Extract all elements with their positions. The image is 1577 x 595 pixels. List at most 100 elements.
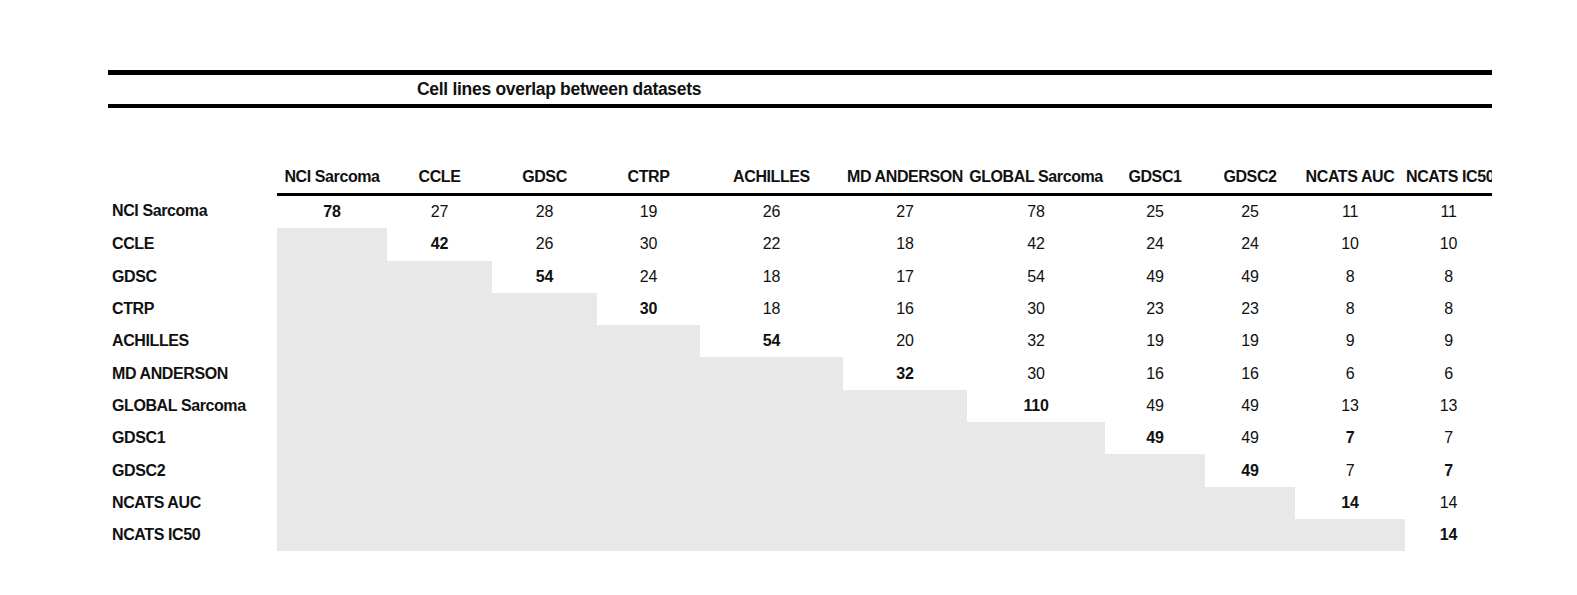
empty-lower-triangle-cell <box>1105 519 1205 551</box>
empty-lower-triangle-cell <box>387 261 492 293</box>
empty-lower-triangle-cell <box>492 487 597 519</box>
empty-lower-triangle-cell <box>843 519 967 551</box>
row-label: GDSC2 <box>108 454 277 486</box>
empty-lower-triangle-cell <box>597 519 700 551</box>
table-row: GLOBAL Sarcoma11049491313 <box>108 390 1492 422</box>
row-label: GDSC1 <box>108 422 277 454</box>
overlap-value-cell: 7 <box>1405 422 1492 454</box>
row-label: ACHILLES <box>108 325 277 357</box>
column-header: MD ANDERSON <box>843 136 967 195</box>
column-header-row: NCI SarcomaCCLEGDSCCTRPACHILLESMD ANDERS… <box>108 136 1492 195</box>
column-header: NCI Sarcoma <box>277 136 387 195</box>
overlap-value-cell: 27 <box>387 195 492 229</box>
overlap-value-cell: 30 <box>967 293 1105 325</box>
overlap-value-cell: 16 <box>1205 357 1295 389</box>
row-label: GLOBAL Sarcoma <box>108 390 277 422</box>
overlap-value-cell: 25 <box>1105 195 1205 229</box>
overlap-value-cell: 49 <box>1105 261 1205 293</box>
overlap-value-cell: 110 <box>967 390 1105 422</box>
empty-lower-triangle-cell <box>597 422 700 454</box>
overlap-value-cell: 14 <box>1295 487 1405 519</box>
overlap-value-cell: 9 <box>1295 325 1405 357</box>
empty-lower-triangle-cell <box>492 422 597 454</box>
overlap-value-cell: 78 <box>967 195 1105 229</box>
column-header: GDSC2 <box>1205 136 1295 195</box>
table-row: GDSC24977 <box>108 454 1492 486</box>
overlap-value-cell: 19 <box>597 195 700 229</box>
overlap-value-cell: 8 <box>1295 261 1405 293</box>
empty-lower-triangle-cell <box>492 293 597 325</box>
table-row: NCATS AUC 1414 <box>108 487 1492 519</box>
overlap-value-cell: 18 <box>700 293 843 325</box>
table-row: MD ANDERSON3230161666 <box>108 357 1492 389</box>
overlap-value-cell: 25 <box>1205 195 1295 229</box>
empty-lower-triangle-cell <box>700 454 843 486</box>
overlap-value-cell: 49 <box>1105 422 1205 454</box>
overlap-value-cell: 19 <box>1205 325 1295 357</box>
overlap-value-cell: 32 <box>843 357 967 389</box>
overlap-value-cell: 18 <box>700 261 843 293</box>
empty-lower-triangle-cell <box>387 357 492 389</box>
empty-lower-triangle-cell <box>277 228 387 260</box>
overlap-value-cell: 22 <box>700 228 843 260</box>
overlap-value-cell: 11 <box>1295 195 1405 229</box>
empty-lower-triangle-cell <box>277 487 387 519</box>
empty-lower-triangle-cell <box>387 390 492 422</box>
overlap-value-cell: 8 <box>1405 293 1492 325</box>
overlap-value-cell: 42 <box>967 228 1105 260</box>
empty-lower-triangle-cell <box>387 519 492 551</box>
empty-lower-triangle-cell <box>967 519 1105 551</box>
empty-lower-triangle-cell <box>700 390 843 422</box>
empty-lower-triangle-cell <box>843 422 967 454</box>
empty-lower-triangle-cell <box>277 261 387 293</box>
table-row: NCI Sarcoma7827281926277825251111 <box>108 195 1492 229</box>
column-header: ACHILLES <box>700 136 843 195</box>
row-label: NCATS AUC <box>108 487 277 519</box>
overlap-value-cell: 26 <box>492 228 597 260</box>
empty-lower-triangle-cell <box>387 325 492 357</box>
overlap-value-cell: 16 <box>843 293 967 325</box>
column-header: CTRP <box>597 136 700 195</box>
empty-lower-triangle-cell <box>387 293 492 325</box>
overlap-value-cell: 49 <box>1205 422 1295 454</box>
overlap-value-cell: 78 <box>277 195 387 229</box>
overlap-value-cell: 8 <box>1405 261 1492 293</box>
empty-lower-triangle-cell <box>843 487 967 519</box>
empty-lower-triangle-cell <box>277 325 387 357</box>
overlap-value-cell: 24 <box>597 261 700 293</box>
overlap-value-cell: 23 <box>1205 293 1295 325</box>
empty-lower-triangle-cell <box>843 390 967 422</box>
row-label: NCATS IC50 <box>108 519 277 551</box>
column-header: GDSC <box>492 136 597 195</box>
empty-lower-triangle-cell <box>700 487 843 519</box>
empty-lower-triangle-cell <box>700 519 843 551</box>
document-page: Cell lines overlap between datasets NCI … <box>0 0 1577 595</box>
overlap-value-cell: 49 <box>1205 261 1295 293</box>
table-row: NCATS IC5014 <box>108 519 1492 551</box>
overlap-value-cell: 11 <box>1405 195 1492 229</box>
overlap-value-cell: 49 <box>1205 390 1295 422</box>
overlap-value-cell: 7 <box>1295 422 1405 454</box>
empty-lower-triangle-cell <box>492 390 597 422</box>
overlap-value-cell: 10 <box>1405 228 1492 260</box>
empty-lower-triangle-cell <box>843 454 967 486</box>
column-header: NCATS AUC <box>1295 136 1405 195</box>
row-label: GDSC <box>108 261 277 293</box>
empty-lower-triangle-cell <box>597 357 700 389</box>
column-header: GDSC1 <box>1105 136 1205 195</box>
row-label: MD ANDERSON <box>108 357 277 389</box>
overlap-value-cell: 6 <box>1405 357 1492 389</box>
overlap-value-cell: 14 <box>1405 487 1492 519</box>
table-row: GDSC5424181754494988 <box>108 261 1492 293</box>
overlap-value-cell: 16 <box>1105 357 1205 389</box>
overlap-table-figure: Cell lines overlap between datasets NCI … <box>108 70 1492 551</box>
empty-lower-triangle-cell <box>967 487 1105 519</box>
overlap-value-cell: 30 <box>597 293 700 325</box>
empty-lower-triangle-cell <box>492 454 597 486</box>
overlap-value-cell: 28 <box>492 195 597 229</box>
overlap-value-cell: 18 <box>843 228 967 260</box>
column-header: CCLE <box>387 136 492 195</box>
empty-lower-triangle-cell <box>492 325 597 357</box>
overlap-value-cell: 27 <box>843 195 967 229</box>
empty-lower-triangle-cell <box>1105 454 1205 486</box>
